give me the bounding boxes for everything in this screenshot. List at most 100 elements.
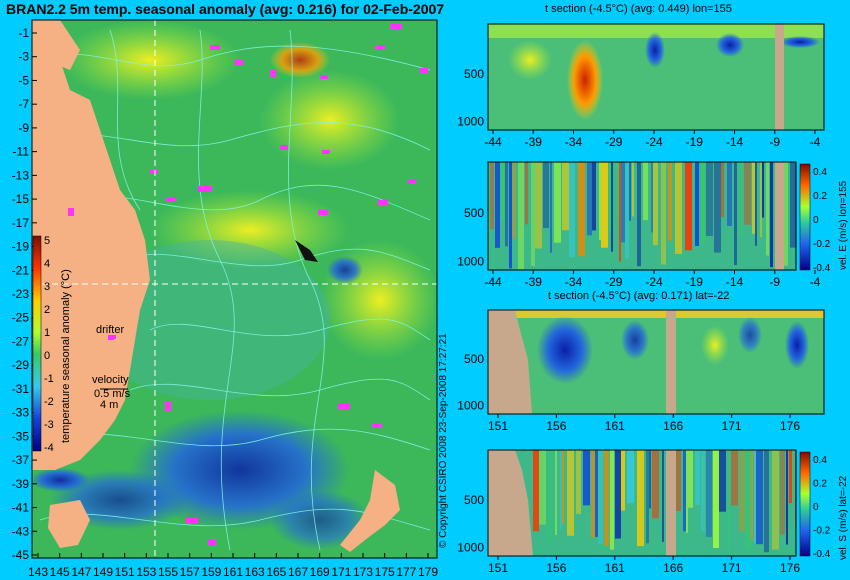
panel3-y-tick: 1000	[457, 399, 484, 413]
velocity-stripe	[731, 450, 738, 506]
velocity-legend-label: velocity	[92, 374, 129, 386]
drifter-marker	[375, 45, 385, 50]
temp-colorbar-label: temperature seasonal anomaly (°C)	[60, 269, 72, 443]
panel1-x-tick: -24	[645, 135, 663, 149]
panel3-land	[488, 310, 532, 414]
panel3-x-tick: 161	[605, 419, 625, 433]
velocity-stripe	[719, 450, 726, 512]
lon-tick-label: 161	[223, 565, 243, 579]
velocity-stripe	[625, 162, 629, 259]
panel4-colorbar-tick: 0	[813, 502, 819, 513]
velocity-stripe	[609, 162, 611, 231]
velocity-stripe	[646, 450, 649, 544]
panel4-land-gap	[666, 450, 676, 556]
velocity-stripe	[611, 162, 613, 252]
velocity-stripe	[616, 162, 619, 219]
temp-colorbar-ramp	[32, 235, 42, 452]
lat-tick-label: -7	[18, 97, 29, 111]
velocity-stripe	[686, 450, 688, 533]
velocity-stripe	[615, 450, 621, 539]
drifter-marker	[186, 518, 198, 523]
velocity-stripe	[651, 162, 653, 233]
panel1-warm	[508, 40, 552, 80]
panel2-colorbar-tick: -0.4	[813, 263, 831, 274]
panel2-x-tick: -4	[810, 275, 821, 289]
panel1-x-tick: -14	[726, 135, 744, 149]
velocity-stripe	[490, 162, 494, 230]
velocity-stripe	[766, 162, 769, 256]
panel1-warm-core	[567, 40, 603, 120]
drifter-marker	[372, 424, 382, 428]
velocity-stripe	[629, 162, 631, 221]
temp-colorbar-tick: -1	[44, 373, 54, 385]
panel3-warm	[701, 325, 729, 365]
velocity-stripe	[755, 162, 757, 246]
velocity-stripe	[578, 162, 585, 257]
velocity-stripe	[675, 450, 681, 511]
velocity-stripe	[764, 450, 769, 553]
panel4-x-tick: 166	[663, 561, 683, 575]
drifter-marker	[320, 75, 328, 79]
drifter-marker	[390, 24, 402, 29]
drifter-marker	[280, 145, 288, 150]
drifter-marker	[338, 404, 350, 409]
panel4-x-tick: 151	[488, 561, 508, 575]
velocity-stripe	[627, 450, 634, 504]
tasmania-land	[48, 500, 90, 548]
panel4-x-tick: 156	[546, 561, 566, 575]
lon-axis: 143 145 147 149 151 153 155 157 159 161 163 165 167 1…	[28, 553, 438, 579]
velocity-stripe	[752, 162, 755, 234]
panel1-cold	[716, 33, 744, 57]
lat-tick-label: -37	[12, 453, 30, 467]
panel2-x-tick: -24	[645, 275, 663, 289]
velocity-stripe	[756, 450, 763, 545]
lat-tick-label: -41	[12, 501, 30, 515]
velocity-stripe	[701, 450, 705, 532]
temp-colorbar-tick: 4	[44, 258, 50, 270]
panel1-x-tick: -29	[605, 135, 623, 149]
new-guinea-land	[32, 20, 80, 70]
panel3-x-tick: 166	[663, 419, 683, 433]
panel3-cold	[785, 321, 809, 369]
temp-colorbar-tick: 3	[44, 281, 50, 293]
temp-colorbar-tick: -4	[44, 442, 54, 454]
velocity-stripe	[535, 162, 542, 249]
velocity-stripe	[610, 450, 614, 550]
velocity-stripe	[713, 450, 719, 549]
panel1-y-tick: 500	[464, 67, 484, 81]
panel2-colorbar-tick: 0.4	[813, 167, 827, 178]
drifter-marker	[68, 208, 74, 216]
velocity-stripe	[649, 450, 651, 509]
lon-tick-label: 173	[353, 565, 373, 579]
velocity-stripe	[714, 162, 721, 253]
velocity-stripe	[543, 162, 549, 229]
lat-axis: -1 -3 -5 -7 -9 -11 -13 -15 -17 -19 -21 -23 -25 -27 -29…	[12, 26, 37, 562]
lon-tick-label: 145	[50, 565, 70, 579]
lon-tick-label: 179	[418, 565, 438, 579]
panel1-x-tick: -4	[810, 135, 821, 149]
velocity-stripe	[601, 162, 608, 248]
velocity-stripe	[786, 450, 788, 545]
lon-tick-label: 143	[28, 565, 48, 579]
velocity-stripe	[745, 450, 751, 551]
panel2-colorbar-ticks: 0.4 0.2 0 -0.2 -0.4	[813, 167, 831, 274]
velocity-stripe	[643, 162, 648, 221]
lat-tick-label: -1	[18, 26, 29, 40]
lat-tick-label: -29	[12, 358, 30, 372]
velocity-stripe	[734, 162, 737, 266]
panel3-cold-core	[537, 316, 593, 384]
velocity-stripe	[728, 450, 730, 550]
panel1-x-tick: -39	[525, 135, 543, 149]
velocity-stripe	[637, 450, 644, 547]
lon-tick-label: 171	[331, 565, 351, 579]
velocity-stripe	[599, 162, 601, 240]
panel3-surface-band	[488, 310, 824, 318]
velocity-stripe	[539, 450, 546, 525]
temp-colorbar: 5 4 3 2 1 0 -1 -2 -3 -4 temperature seasonal anom…	[32, 235, 72, 454]
velocity-stripe	[518, 162, 524, 270]
velocity-stripe	[706, 450, 712, 537]
panel3-x-tick: 171	[722, 419, 742, 433]
panel2-x-tick: -14	[726, 275, 744, 289]
lon-tick-label: 157	[180, 565, 200, 579]
